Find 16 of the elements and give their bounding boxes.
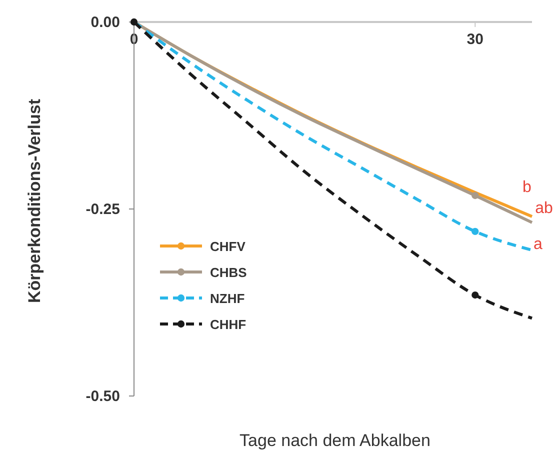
x-tick-label: 30 [466,31,484,48]
annotation: b [522,179,532,196]
text: a [534,236,543,253]
legend-label: NZHF [210,291,245,306]
point [472,192,479,200]
legend-label: CHBS [210,265,248,280]
y-tick-label: -0.50 [86,388,120,405]
y-axis-title: Körperkonditions-Verlust [25,98,44,304]
legend-label: CHHF [210,317,246,332]
point [472,291,479,299]
y-tick-label: -0.25 [86,201,120,218]
legend-label: CHFV [210,239,246,254]
y-tick-label: 0.00 [90,14,120,31]
point [472,228,479,235]
text: ab [535,200,553,217]
x-axis-title: Tage nach dem Abkalben [240,431,430,450]
